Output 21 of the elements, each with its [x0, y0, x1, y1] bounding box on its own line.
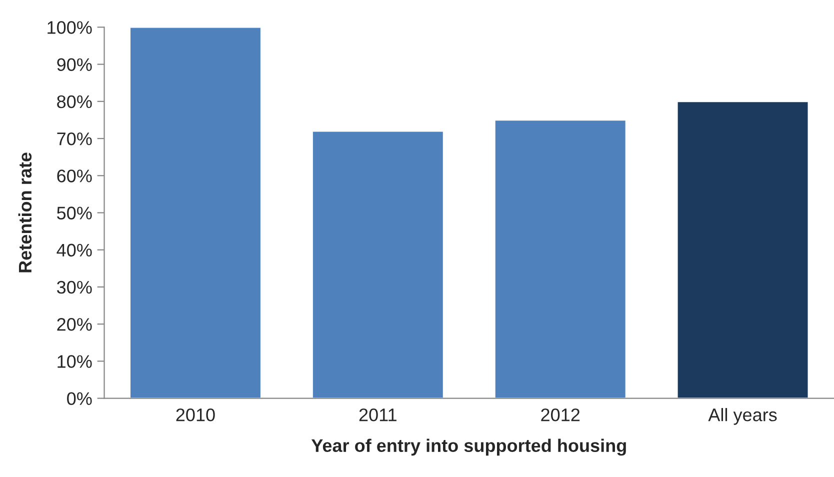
y-tick-label: 40% [56, 244, 92, 257]
x-tick-label: 2010 [176, 408, 215, 422]
y-tick-label: 60% [57, 170, 92, 182]
y-axis-title: Retention rate [18, 152, 32, 272]
x-tick-label: 2011 [359, 408, 396, 422]
x-axis-title: Year of entry into supported housing [311, 438, 626, 456]
y-tick-label: 10% [58, 355, 92, 368]
bar [129, 27, 262, 398]
x-tick-label: 2012 [541, 408, 580, 422]
bar [676, 100, 810, 398]
y-tick-label: 50% [57, 206, 92, 220]
bar [494, 119, 627, 398]
y-tick-label: 90% [57, 58, 92, 72]
y-tick-label: 30% [56, 280, 92, 294]
bar [312, 130, 444, 398]
y-tick-label: 100% [48, 21, 92, 34]
y-tick-label: 70% [57, 132, 92, 146]
y-tick-label: 0% [67, 392, 92, 406]
x-tick-label: All years [708, 408, 777, 425]
y-tick-label: 20% [57, 318, 92, 331]
y-tick-label: 80% [57, 95, 92, 108]
